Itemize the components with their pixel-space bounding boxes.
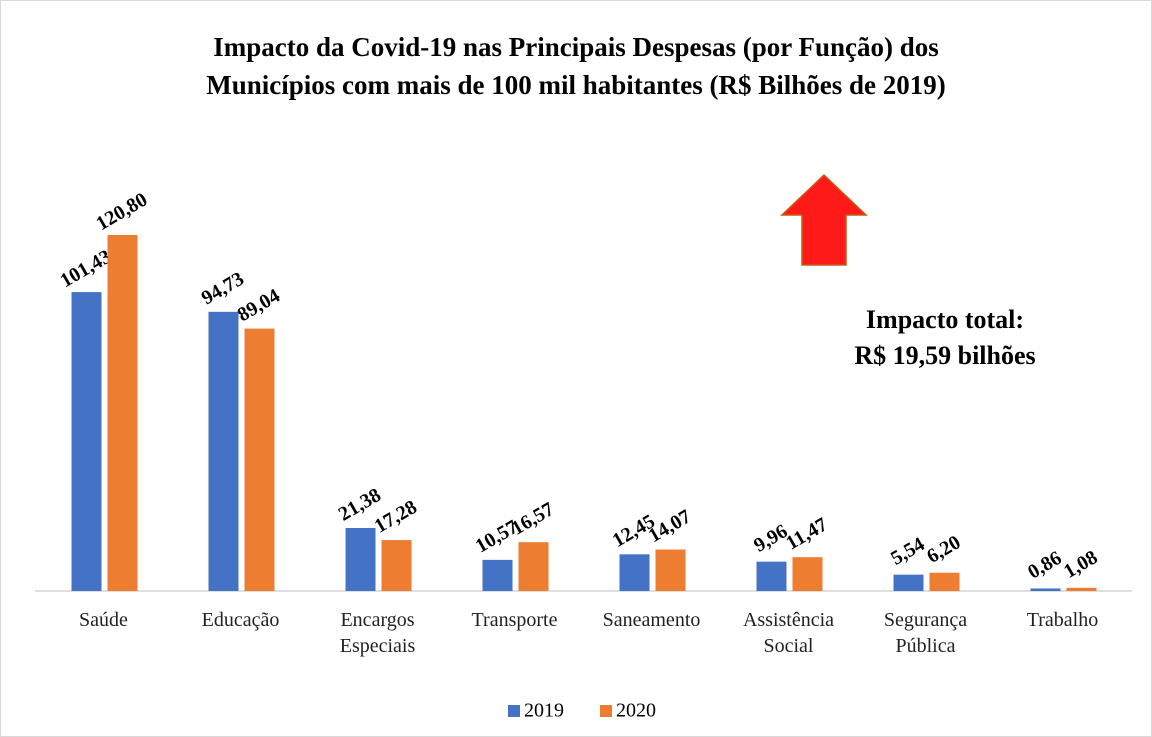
bar <box>893 574 924 591</box>
x-tick-label: Saúde <box>79 609 128 631</box>
x-tick-label: Transporte <box>471 609 558 631</box>
bar <box>929 572 960 591</box>
x-tick-label: Educação <box>201 609 280 631</box>
bar <box>756 561 787 591</box>
legend-label: 2020 <box>616 700 656 722</box>
annotation: R$ 19,59 bilhões <box>854 341 1035 370</box>
x-tick-label: Segurança Pública <box>883 609 968 657</box>
bar <box>518 542 549 591</box>
bar <box>244 328 275 591</box>
x-tick-label: Saneamento <box>602 609 701 631</box>
annotation: Impacto total: <box>866 305 1024 334</box>
bar <box>619 554 650 591</box>
bar <box>482 559 513 591</box>
bar <box>792 557 823 591</box>
chart-title: Impacto da Covid-19 nas Principais Despe… <box>213 32 939 62</box>
legend-swatch <box>508 705 520 717</box>
legend-swatch <box>600 705 612 717</box>
bar <box>107 235 138 592</box>
x-tick-label: Assistência Social <box>742 609 835 657</box>
x-tick-label: Trabalho <box>1026 609 1099 631</box>
bar <box>208 311 239 591</box>
legend-label: 2019 <box>524 700 564 722</box>
bar <box>655 549 686 591</box>
bar <box>381 540 412 591</box>
chart-title: Municípios com mais de 100 mil habitante… <box>206 70 946 100</box>
bar <box>345 527 376 591</box>
x-tick-label: Encargos Especiais <box>339 609 416 657</box>
up-arrow <box>780 173 868 266</box>
bar <box>71 292 102 591</box>
bar <box>1066 587 1097 591</box>
bar <box>1030 588 1061 591</box>
